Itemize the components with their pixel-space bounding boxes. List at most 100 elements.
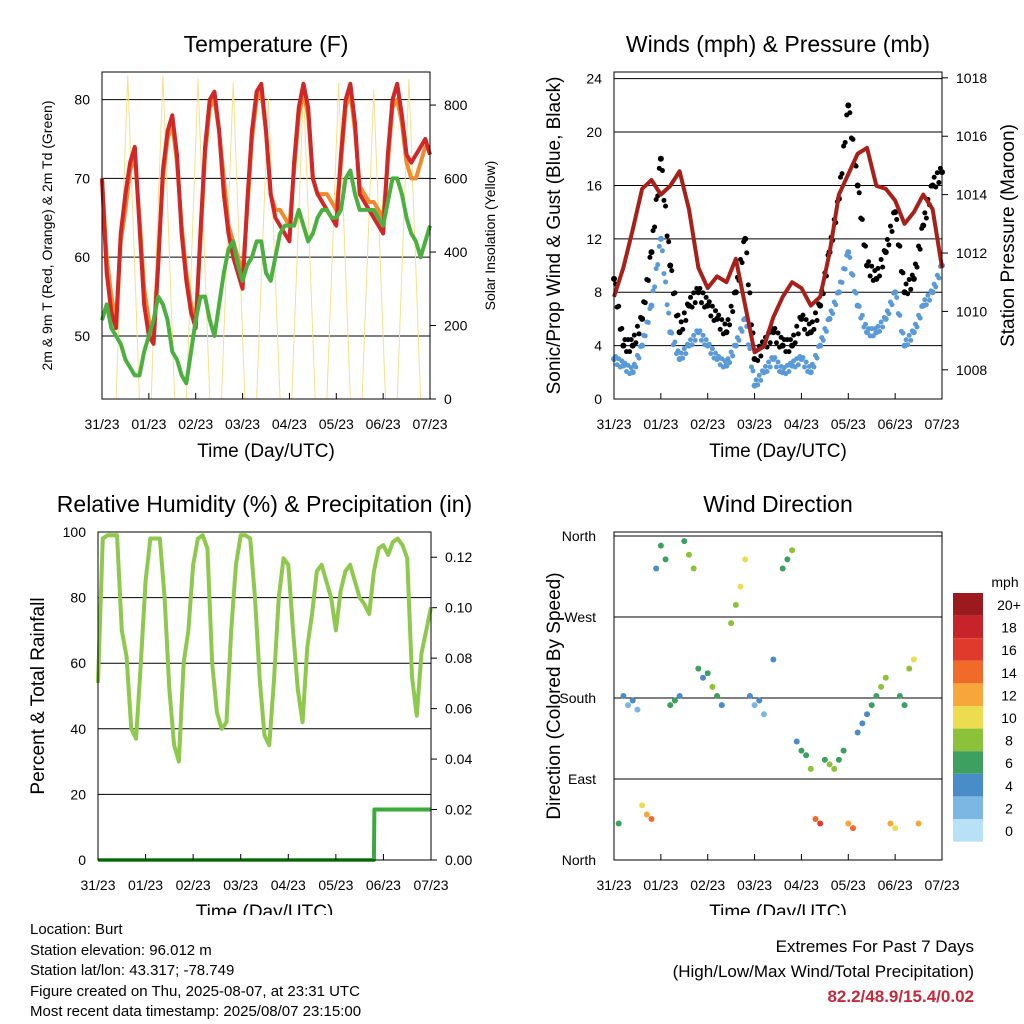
direction-point <box>685 551 692 558</box>
y-axis-label-left: 2m & 9m T (Red, Orange) & 2m Td (Green) <box>39 101 55 371</box>
chart-canvas: Temperature (F)50607080020040060080031/2… <box>28 31 1021 915</box>
wind-point <box>814 317 820 323</box>
wind-point <box>628 337 634 343</box>
direction-point <box>648 816 655 822</box>
legend-label: 20+ <box>997 597 1021 613</box>
wind-point <box>678 350 684 356</box>
wind-point <box>650 288 656 294</box>
temperature-title: Temperature (F) <box>184 31 349 57</box>
y-tick-label: West <box>564 609 596 625</box>
wind-point <box>903 281 909 287</box>
wind-point <box>672 339 678 345</box>
x-tick-label: 02/23 <box>690 877 725 893</box>
wind-point <box>675 312 681 318</box>
wind-point <box>772 325 778 331</box>
wind-point <box>698 337 704 343</box>
right-tick-label: 800 <box>444 97 468 113</box>
wind-point <box>703 337 709 343</box>
wind-point <box>795 331 801 337</box>
x-tick-label: 05/23 <box>318 877 353 893</box>
wind-point <box>767 364 773 370</box>
x-tick-label: 03/23 <box>225 416 260 432</box>
wind-point <box>923 215 929 221</box>
wind-point <box>636 331 642 337</box>
direction-point <box>793 738 800 745</box>
wind-point <box>648 302 655 309</box>
wind-point <box>633 364 639 370</box>
right-tick-label: 0.04 <box>445 751 472 767</box>
wind-point <box>672 290 678 296</box>
wind-point <box>779 342 786 349</box>
wind-point <box>636 355 642 361</box>
wind-point <box>887 223 893 229</box>
wind-point <box>691 290 697 296</box>
series-line <box>102 75 430 400</box>
wind-point <box>633 340 639 346</box>
wind-point <box>763 363 769 369</box>
legend-label: 0 <box>1005 823 1013 839</box>
wind-point <box>826 315 833 322</box>
wind-point <box>925 292 931 298</box>
y-tick-label: 24 <box>586 71 602 87</box>
wind-point <box>680 355 686 361</box>
wind-point <box>709 346 715 352</box>
wind-point <box>736 337 742 343</box>
direction-point <box>676 693 683 699</box>
legend-title: mph <box>991 574 1018 590</box>
wind-point <box>802 326 808 332</box>
x-tick-label: 02/23 <box>690 416 725 432</box>
wind-point <box>842 266 848 272</box>
wind-point <box>859 216 865 222</box>
x-axis-label: Time (Day/UTC) <box>197 441 335 462</box>
wind-point <box>817 302 824 309</box>
right-tick-label: 1018 <box>956 70 987 86</box>
x-tick-label: 31/23 <box>596 877 631 893</box>
y-axis-label-right: Solar Insolation (Yellow) <box>482 161 498 311</box>
wind-point <box>886 311 892 317</box>
direction-point <box>910 656 917 663</box>
direction-point <box>653 565 660 572</box>
y-tick-label: 16 <box>586 177 602 193</box>
wind-point <box>803 359 809 365</box>
y-tick-label: 8 <box>594 284 602 300</box>
wind-point <box>753 377 759 383</box>
direction-point <box>803 752 810 759</box>
wind-point <box>725 356 731 362</box>
wind-point <box>835 289 842 296</box>
y-axis-label-left: Percent & Total Rainfall <box>28 597 49 794</box>
legend-label: 10 <box>1001 710 1017 726</box>
wind-point <box>688 337 694 343</box>
latlon-text: Station lat/lon: 43.317; -78.749 <box>30 962 235 979</box>
x-tick-label: 31/23 <box>596 416 631 432</box>
plot-frame <box>97 531 432 861</box>
wind-point <box>772 355 778 361</box>
wind-point <box>894 295 900 301</box>
wind-point <box>803 317 809 323</box>
wind-point <box>820 337 826 343</box>
y-tick-label: 0 <box>594 391 602 407</box>
temperature-panel: Temperature (F)50607080020040060080031/2… <box>39 31 498 462</box>
direction-point <box>671 697 678 704</box>
wind-point <box>639 342 646 349</box>
legend-swatch <box>953 796 983 819</box>
wind-point <box>922 297 928 303</box>
y-tick-label: 20 <box>70 786 86 802</box>
y-axis-label-right: Station Pressure (Maroon) <box>998 124 1019 347</box>
wind-point <box>933 184 939 190</box>
legend-swatch <box>953 819 983 842</box>
series-line <box>612 145 944 355</box>
direction-point <box>878 683 885 690</box>
wind-point <box>764 368 770 374</box>
x-axis-label: Time (Day/UTC) <box>709 902 847 915</box>
legend-swatch <box>953 660 983 684</box>
direction-point <box>746 693 753 699</box>
wind-point <box>931 174 937 180</box>
wind-point <box>732 342 739 349</box>
wind-point <box>875 323 881 329</box>
right-tick-label: 200 <box>444 318 468 334</box>
wind-point <box>880 264 886 270</box>
wind-point <box>747 346 753 352</box>
x-tick-label: 07/23 <box>924 416 959 432</box>
direction-point <box>906 665 913 672</box>
wind-point <box>657 235 664 242</box>
